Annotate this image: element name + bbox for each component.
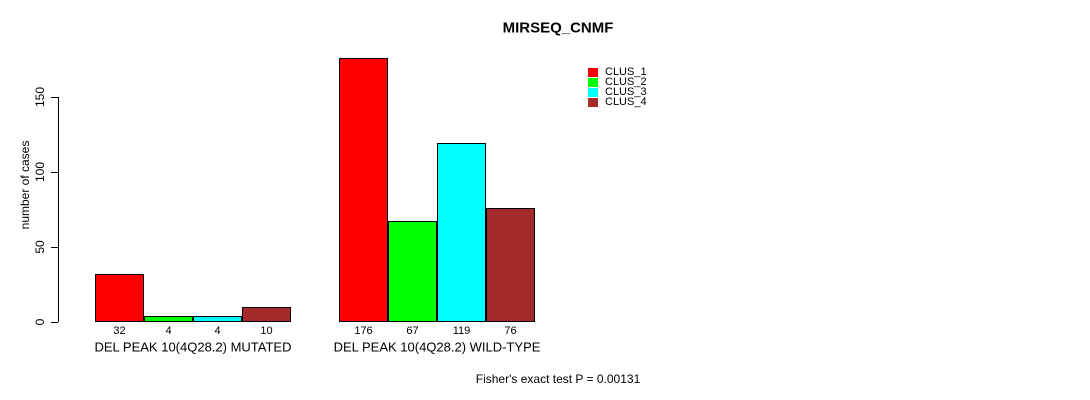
legend-swatch [588, 97, 598, 107]
legend-label: CLUS_3 [605, 86, 647, 98]
y-axis-title: number of cases [18, 140, 32, 230]
bar-value-label: 76 [504, 325, 517, 337]
bar-clus_2 [388, 221, 437, 322]
bar-clus_2 [144, 316, 193, 322]
stat-annotation: Fisher's exact test P = 0.00131 [475, 372, 641, 386]
bar-clus_4 [242, 307, 291, 322]
x-category-label: DEL PEAK 10(4Q28.2) MUTATED [94, 339, 292, 355]
legend-label: CLUS_4 [605, 96, 647, 108]
legend: CLUS_1 CLUS_2 CLUS_3 CLUS_4 [588, 66, 647, 108]
bar-value-label: 10 [260, 325, 273, 337]
legend-item: CLUS_2 [588, 76, 647, 88]
bar-value-label: 4 [214, 325, 221, 337]
bar-value-label: 32 [113, 325, 126, 337]
y-axis-line [58, 97, 59, 322]
y-tick [51, 97, 58, 98]
y-tick [51, 247, 58, 248]
bar-value-label: 176 [354, 325, 373, 337]
x-category-label: DEL PEAK 10(4Q28.2) WILD-TYPE [333, 339, 541, 355]
legend-item: CLUS_4 [588, 96, 647, 108]
legend-label: CLUS_2 [605, 76, 647, 88]
chart-title: MIRSEQ_CNMF [502, 19, 614, 37]
legend-item: CLUS_3 [588, 86, 647, 98]
y-tick-label: 0 [33, 318, 47, 326]
bar-clus_1 [95, 274, 144, 322]
y-tick-label: 150 [33, 86, 47, 108]
y-tick-label: 50 [33, 240, 47, 254]
bar-value-label: 119 [452, 325, 471, 337]
y-tick [51, 322, 58, 323]
legend-swatch [588, 77, 598, 87]
bar-clus_1 [339, 58, 388, 322]
bar-clus_4 [486, 208, 535, 322]
legend-swatch [588, 67, 598, 77]
legend-item: CLUS_1 [588, 66, 647, 78]
legend-swatch [588, 87, 598, 97]
y-tick [51, 172, 58, 173]
bar-value-label: 67 [406, 325, 419, 337]
bar-value-label: 4 [165, 325, 172, 337]
bar-clus_3 [437, 143, 486, 322]
bar-clus_3 [193, 316, 242, 322]
y-tick-label: 100 [33, 161, 47, 183]
legend-label: CLUS_1 [605, 66, 647, 78]
